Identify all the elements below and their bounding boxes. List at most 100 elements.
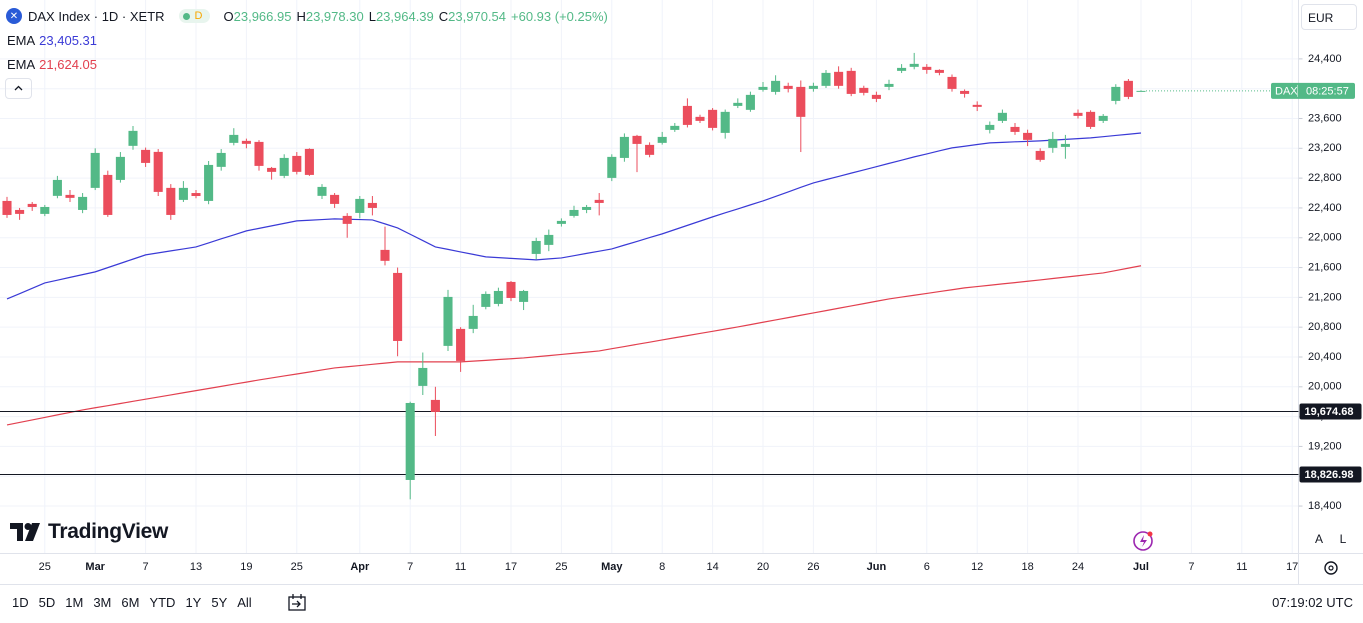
candle-body (972, 104, 982, 107)
candle-body (1035, 150, 1045, 160)
currency-button[interactable]: EUR (1301, 4, 1357, 30)
candle-body (153, 151, 163, 192)
candle-body (393, 272, 403, 341)
auto-scale-button[interactable]: A (1309, 529, 1329, 549)
x-tick-label: 25 (39, 561, 51, 573)
candle-body (1010, 126, 1020, 132)
ema-line (6, 132, 1142, 300)
settings-icon[interactable] (1324, 561, 1338, 575)
goto-date-icon[interactable] (286, 593, 308, 613)
candle-body (758, 86, 768, 90)
range-button[interactable]: All (237, 595, 252, 610)
candle-body (1023, 132, 1033, 140)
candle-body (1086, 111, 1096, 127)
candle-body (279, 157, 289, 176)
candle-body (330, 194, 340, 204)
candle-body (229, 134, 239, 143)
last-price-tag (1271, 82, 1355, 99)
x-tick-label: 25 (291, 561, 303, 573)
candle-body (796, 86, 806, 117)
candle-body (78, 196, 88, 210)
candle-body (808, 85, 818, 89)
ohlc-value: 23,970.54 (448, 8, 507, 24)
range-button[interactable]: YTD (149, 595, 176, 610)
candle-body (607, 156, 617, 178)
symbol-title[interactable]: DAX Index · 1D · XETR (28, 8, 165, 24)
log-scale-button[interactable]: L (1333, 529, 1353, 549)
candle-body (859, 87, 869, 93)
ema-value: 23,405.31 (39, 33, 98, 48)
candle-body (771, 80, 781, 92)
candle-body (128, 130, 138, 146)
y-tick-label: 18,400 (1308, 500, 1342, 512)
x-tick-label: May (601, 561, 623, 573)
candle-body (884, 83, 894, 87)
x-tick-label: 13 (190, 561, 202, 573)
candle-body (720, 111, 730, 133)
candle-body (783, 85, 793, 89)
interval-badge: D (194, 10, 203, 22)
range-button[interactable]: 5Y (211, 595, 228, 610)
ema-legend[interactable]: EMA 23,405.31 (7, 33, 97, 48)
range-button[interactable]: 1M (65, 595, 84, 610)
ohlc-key: H (296, 8, 306, 24)
y-tick-label: 20,400 (1308, 351, 1342, 363)
y-tick-label: 23,200 (1308, 142, 1342, 154)
range-button[interactable]: 5D (38, 595, 56, 610)
ema-name: EMA (7, 57, 36, 72)
candle-body (1048, 138, 1058, 148)
candle-body (443, 296, 453, 346)
gear (1324, 561, 1338, 575)
y-tick-label: 21,200 (1308, 291, 1342, 303)
ohlc-value: +60.93 (+0.25%) (511, 8, 608, 24)
candle-body (632, 135, 642, 144)
ema-legend[interactable]: EMA 21,624.05 (7, 57, 97, 72)
candle-body (456, 328, 466, 361)
x-tick-label: 7 (143, 561, 149, 573)
ohlc-value: 23,964.39 (375, 8, 434, 24)
ohlc-legend: O23,966.95 H23,978.30 L23,964.39 C23,970.54… (224, 9, 613, 24)
candle-body (292, 155, 302, 172)
candle-body (821, 72, 831, 86)
y-tick-label: 20,000 (1308, 381, 1342, 393)
candle-body (342, 215, 352, 224)
candle-body (468, 315, 478, 329)
chevron-path (14, 85, 23, 91)
clock[interactable]: 07:19:02 UTC (1272, 595, 1353, 610)
candle-body (141, 149, 151, 163)
range-button[interactable]: 6M (121, 595, 140, 610)
x-tick-label: 24 (1072, 561, 1084, 573)
candle-body (204, 164, 214, 201)
calendar (288, 596, 306, 611)
candle-body (531, 240, 541, 254)
candle-body (52, 179, 62, 196)
brand-icon (10, 523, 40, 541)
candle-body (267, 167, 277, 172)
candle-body (254, 141, 264, 166)
ema-name: EMA (7, 33, 36, 48)
alert-icon[interactable] (1133, 531, 1153, 551)
candle-body (909, 63, 919, 67)
candle-body (985, 124, 995, 130)
range-button[interactable]: 1Y (185, 595, 202, 610)
ema-value: 21,624.05 (39, 57, 98, 72)
x-tick-label: 20 (757, 561, 769, 573)
x-tick-label: 26 (807, 561, 819, 573)
candle-body (745, 94, 755, 110)
candle-body (216, 152, 226, 167)
candle-body (997, 112, 1007, 121)
candle-body (1098, 115, 1108, 121)
x-tick-label: Jun (867, 561, 887, 573)
collapse-button[interactable] (5, 78, 32, 99)
price-line-tag (1299, 403, 1362, 420)
grid (0, 0, 1299, 553)
candle-body (922, 66, 932, 70)
brand-icon-part (10, 523, 23, 541)
range-button[interactable]: 1D (12, 595, 29, 610)
range-button[interactable]: 3M (93, 595, 112, 610)
y-tick-label: 24,400 (1308, 53, 1342, 65)
candle-body (846, 70, 856, 94)
candle-body (519, 290, 529, 302)
x-tick-label: 17 (505, 561, 517, 573)
